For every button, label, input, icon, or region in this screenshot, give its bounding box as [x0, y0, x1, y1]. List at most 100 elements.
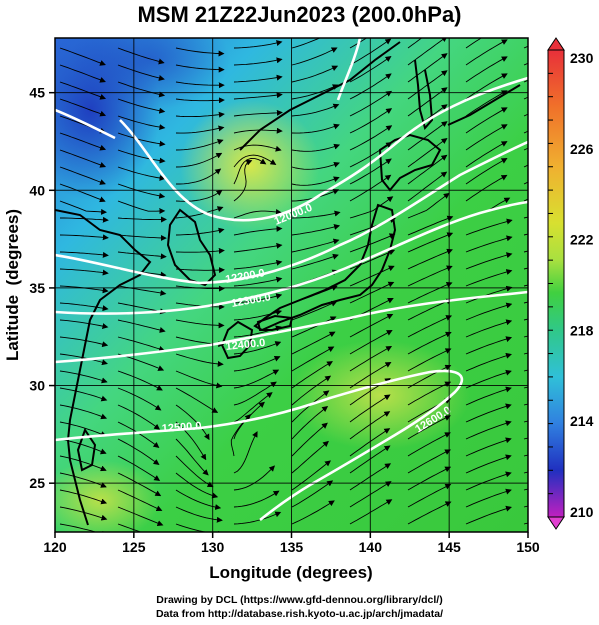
streamline	[233, 57, 283, 66]
streamline	[349, 158, 392, 185]
x-tick-label: 130	[201, 539, 225, 555]
streamline	[349, 265, 395, 287]
streamline	[117, 132, 166, 147]
streamline	[175, 370, 223, 389]
y-tick-label: 25	[29, 475, 45, 491]
streamline	[465, 38, 482, 49]
streamline	[117, 489, 163, 512]
contour-line-2	[55, 140, 528, 285]
streamline	[349, 108, 393, 134]
streamline	[233, 465, 275, 491]
streamline	[233, 74, 283, 83]
streamline	[175, 189, 223, 202]
sakhalin-coastline	[414, 59, 434, 131]
streamline	[465, 174, 508, 202]
streamline	[117, 64, 165, 81]
y-tick-label: 30	[29, 378, 45, 394]
streamline	[59, 132, 107, 151]
streamline	[117, 523, 142, 532]
colorbar-label: 210	[570, 504, 594, 520]
coastlines	[55, 41, 521, 526]
streamline	[233, 381, 277, 406]
streamline	[465, 505, 512, 525]
streamline	[291, 176, 340, 186]
streamline	[175, 319, 225, 329]
streamline	[233, 127, 283, 134]
streamline	[233, 92, 283, 100]
map-title: MSM 21Z22Jun2023 (200.0hPa)	[137, 2, 462, 27]
streamline	[465, 252, 513, 270]
streamline	[175, 404, 210, 441]
streamline	[175, 267, 225, 274]
streamline	[59, 370, 108, 384]
streamline	[117, 216, 167, 223]
streamline	[175, 125, 225, 134]
streamline	[233, 293, 283, 304]
streamline	[233, 431, 258, 474]
streamline	[175, 138, 224, 151]
streamline	[407, 484, 452, 508]
y-axis: 25 30 35 40 45	[29, 85, 55, 491]
streamline	[175, 523, 224, 532]
y-tick-label: 35	[29, 280, 45, 296]
streamline	[117, 506, 164, 527]
colorbar-label: 214	[570, 413, 594, 429]
streamline	[291, 331, 336, 355]
streamline	[233, 392, 273, 423]
streamline	[233, 154, 277, 168]
streamline	[59, 353, 108, 366]
streamline	[117, 370, 163, 391]
colorbar-label: 218	[570, 322, 594, 338]
wind-streamlines	[59, 38, 528, 532]
streamline	[407, 281, 453, 304]
streamline	[291, 440, 329, 474]
streamline	[233, 159, 253, 202]
streamline	[349, 428, 391, 457]
streamline	[175, 227, 225, 236]
streamline	[117, 81, 166, 98]
streamline	[117, 387, 162, 411]
streamline	[291, 47, 338, 66]
streamline	[465, 471, 512, 491]
contour-line-7	[55, 108, 116, 140]
streamline	[407, 171, 448, 202]
streamline	[291, 422, 328, 457]
streamline	[407, 364, 452, 389]
streamline	[407, 121, 448, 151]
streamline	[59, 523, 108, 532]
streamline	[291, 375, 332, 406]
streamline	[465, 124, 508, 151]
streamline	[117, 200, 166, 215]
streamline	[407, 449, 451, 474]
streamline	[233, 276, 283, 287]
streamline	[291, 346, 335, 372]
y-tick-label: 40	[29, 182, 45, 198]
streamline	[117, 472, 162, 497]
streamline	[349, 233, 396, 253]
lat-lon-grid	[55, 38, 528, 532]
streamline	[117, 319, 166, 333]
streamline	[59, 336, 109, 348]
streamline	[349, 38, 368, 49]
y-tick-label: 45	[29, 85, 45, 101]
streamline	[117, 234, 167, 241]
streamline	[176, 168, 222, 185]
streamline	[349, 249, 396, 270]
streamline	[117, 183, 166, 199]
streamline	[291, 300, 338, 321]
streamline	[465, 403, 512, 423]
streamline	[233, 40, 283, 49]
streamline	[233, 158, 267, 185]
contour-label-4: 12400.0	[225, 337, 266, 353]
streamline	[233, 490, 280, 508]
streamline	[465, 235, 513, 253]
x-tick-label: 120	[43, 539, 67, 555]
streamline	[175, 506, 223, 523]
streamline	[465, 369, 512, 389]
streamline	[407, 348, 452, 372]
streamline	[407, 154, 448, 185]
streamline	[117, 438, 160, 465]
streamline	[465, 107, 508, 134]
streamline	[349, 73, 392, 100]
streamline	[465, 73, 508, 100]
